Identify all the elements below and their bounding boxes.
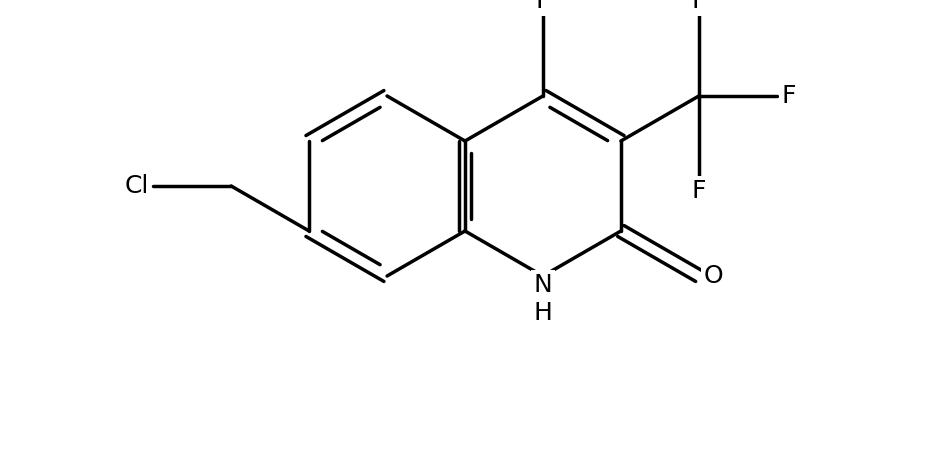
Text: Cl: Cl [125,174,149,198]
Text: F: F [692,179,706,203]
Text: F: F [692,0,706,13]
Text: F: F [536,0,551,13]
Text: N: N [534,273,552,297]
Text: O: O [703,264,723,288]
Text: H: H [534,301,552,325]
Text: F: F [781,84,796,108]
